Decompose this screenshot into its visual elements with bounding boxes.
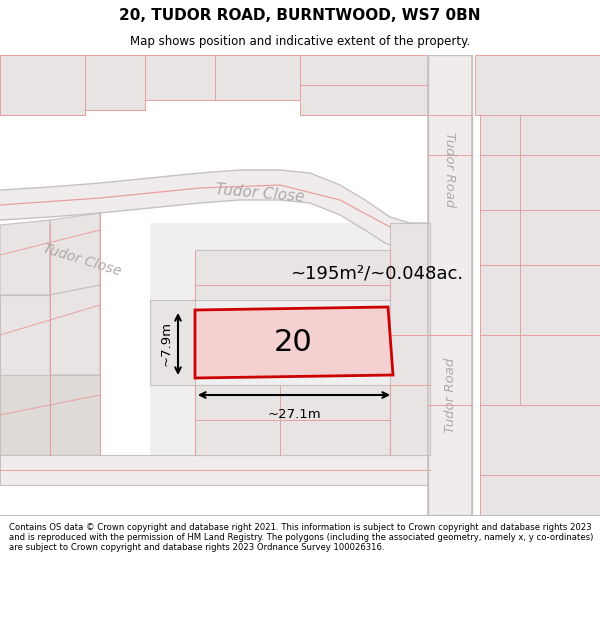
Polygon shape xyxy=(150,223,430,455)
Text: Tudor Road: Tudor Road xyxy=(443,132,457,208)
Polygon shape xyxy=(480,265,600,335)
Polygon shape xyxy=(50,213,100,295)
Polygon shape xyxy=(390,223,430,455)
Text: ~7.9m: ~7.9m xyxy=(160,321,173,366)
Polygon shape xyxy=(0,295,50,375)
Polygon shape xyxy=(480,210,600,265)
Polygon shape xyxy=(50,285,100,375)
Polygon shape xyxy=(428,55,472,515)
Text: 20, TUDOR ROAD, BURNTWOOD, WS7 0BN: 20, TUDOR ROAD, BURNTWOOD, WS7 0BN xyxy=(119,8,481,23)
Polygon shape xyxy=(85,55,145,110)
Polygon shape xyxy=(475,55,600,115)
Polygon shape xyxy=(145,55,215,100)
Polygon shape xyxy=(300,55,430,115)
Text: Tudor Close: Tudor Close xyxy=(215,182,305,204)
Polygon shape xyxy=(150,300,195,385)
Text: Tudor Close: Tudor Close xyxy=(41,241,123,279)
Text: ~195m²/~0.048ac.: ~195m²/~0.048ac. xyxy=(290,264,463,282)
Polygon shape xyxy=(0,170,428,250)
Text: ~27.1m: ~27.1m xyxy=(267,408,321,421)
Polygon shape xyxy=(0,220,50,295)
Polygon shape xyxy=(195,250,390,300)
Text: Contains OS data © Crown copyright and database right 2021. This information is : Contains OS data © Crown copyright and d… xyxy=(9,522,593,552)
Polygon shape xyxy=(0,455,430,485)
Polygon shape xyxy=(0,55,85,115)
Polygon shape xyxy=(50,375,100,455)
Text: Tudor Road: Tudor Road xyxy=(443,357,457,432)
Polygon shape xyxy=(480,405,600,475)
Polygon shape xyxy=(480,115,600,210)
Polygon shape xyxy=(0,375,50,455)
Polygon shape xyxy=(480,335,600,405)
Text: 20: 20 xyxy=(274,328,312,357)
Polygon shape xyxy=(480,475,600,515)
Polygon shape xyxy=(215,55,300,100)
Polygon shape xyxy=(195,385,390,455)
Polygon shape xyxy=(195,307,393,378)
Text: Map shows position and indicative extent of the property.: Map shows position and indicative extent… xyxy=(130,35,470,48)
